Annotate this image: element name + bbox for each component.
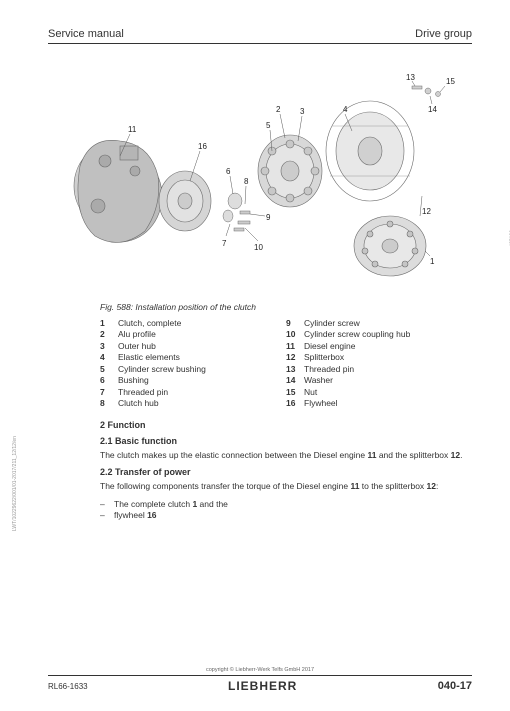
legend-row: 11Diesel engine: [286, 341, 472, 352]
brand-logo: LIEBHERR: [228, 679, 297, 693]
legend-row: 14Washer: [286, 375, 472, 386]
svg-text:9: 9: [266, 213, 271, 222]
legend-row: 15Nut: [286, 387, 472, 398]
svg-text:14: 14: [428, 105, 437, 114]
section-2-2: 2.2 Transfer of power: [100, 467, 472, 477]
legend-row: 8Clutch hub: [100, 398, 286, 409]
legend-row: 6Bushing: [100, 375, 286, 386]
legend-row: 2Alu profile: [100, 329, 286, 340]
legend-row: 16Flywheel: [286, 398, 472, 409]
svg-text:15: 15: [446, 77, 455, 86]
page-number: 040-17: [438, 680, 472, 692]
text-2-1: The clutch makes up the elastic connecti…: [100, 450, 472, 461]
figure-caption: Fig. 588: Installation position of the c…: [100, 302, 472, 312]
svg-text:1: 1: [430, 257, 435, 266]
exploded-diagram: 11 16 2 3 4 5 6 7 8 9 10 12 1 13 14 15: [48, 56, 472, 296]
svg-text:12: 12: [422, 207, 431, 216]
svg-text:11: 11: [128, 125, 137, 134]
legend-row: 3Outer hub: [100, 341, 286, 352]
svg-text:16: 16: [198, 142, 207, 151]
legend-row: 9Cylinder screw: [286, 318, 472, 329]
legend-row: 12Splitterbox: [286, 352, 472, 363]
parts-legend: 1Clutch, complete2Alu profile3Outer hub4…: [100, 318, 472, 410]
copyright: copyright © Liebherr-Werk Telfs GmbH 201…: [48, 667, 472, 673]
doc-number: RL66-1633: [48, 682, 88, 691]
svg-text:5: 5: [266, 121, 271, 130]
legend-row: 7Threaded pin: [100, 387, 286, 398]
bullet-item: –The complete clutch 1 and the: [100, 499, 472, 510]
bullet-list: –The complete clutch 1 and the–flywheel …: [100, 499, 472, 522]
svg-text:7: 7: [222, 239, 227, 248]
section-2-1: 2.1 Basic function: [100, 436, 472, 446]
legend-row: 1Clutch, complete: [100, 318, 286, 329]
bullet-item: –flywheel 16: [100, 510, 472, 521]
svg-text:4: 4: [343, 105, 348, 114]
text-2-2: The following components transfer the to…: [100, 481, 472, 492]
section-2: 2 Function: [100, 420, 472, 430]
vertical-code: LWT/10229622/001/01-2017/211_12/12/en: [12, 436, 18, 531]
header-right: Drive group: [415, 28, 472, 40]
header-left: Service manual: [48, 28, 124, 40]
legend-row: 5Cylinder screw bushing: [100, 364, 286, 375]
svg-text:3: 3: [300, 107, 305, 116]
legend-row: 10Cylinder screw coupling hub: [286, 329, 472, 340]
legend-row: 13Threaded pin: [286, 364, 472, 375]
svg-text:8: 8: [244, 177, 249, 186]
svg-text:13: 13: [406, 73, 415, 82]
svg-text:10: 10: [254, 243, 263, 252]
svg-text:2: 2: [276, 105, 281, 114]
legend-row: 4Elastic elements: [100, 352, 286, 363]
svg-text:6: 6: [226, 167, 231, 176]
